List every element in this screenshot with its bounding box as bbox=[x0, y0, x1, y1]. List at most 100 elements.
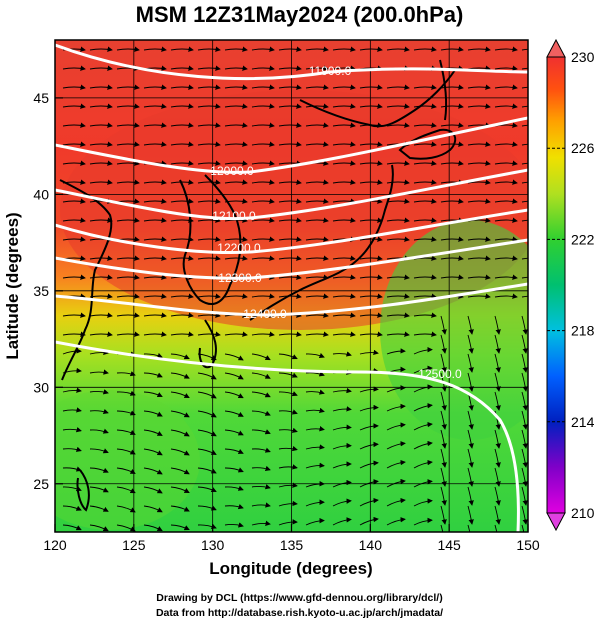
wind-arrow bbox=[89, 467, 109, 473]
wind-arrow bbox=[197, 217, 221, 223]
wind-arrow bbox=[494, 505, 501, 525]
wind-arrow bbox=[386, 459, 406, 469]
wind-arrow bbox=[143, 467, 163, 475]
wind-arrow bbox=[467, 198, 491, 204]
wind-arrow bbox=[170, 236, 194, 242]
wind-arrow bbox=[143, 372, 163, 378]
wind-arrow bbox=[440, 46, 464, 52]
wind-arrow bbox=[359, 331, 383, 337]
wind-arrow bbox=[143, 410, 163, 417]
wind-arrow bbox=[278, 391, 298, 397]
wind-arrow bbox=[494, 315, 501, 335]
wind-arrow bbox=[224, 84, 248, 90]
wind-arrow bbox=[521, 295, 528, 298]
wind-arrow bbox=[170, 293, 194, 299]
wind-arrow bbox=[116, 467, 136, 474]
wind-arrow bbox=[89, 369, 109, 375]
x-tick-label: 145 bbox=[437, 537, 461, 553]
wind-arrow bbox=[413, 384, 433, 393]
wind-arrow bbox=[467, 179, 491, 185]
wind-arrow bbox=[413, 365, 433, 374]
wind-arrow bbox=[413, 293, 437, 299]
wind-arrow bbox=[89, 524, 109, 532]
wind-arrow bbox=[521, 448, 528, 468]
wind-arrow bbox=[494, 486, 501, 506]
wind-arrow bbox=[89, 408, 109, 415]
wind-arrow bbox=[413, 198, 437, 204]
wind-arrow bbox=[305, 141, 329, 147]
wind-arrow bbox=[521, 105, 528, 108]
wind-arrow bbox=[440, 141, 464, 147]
wind-arrow bbox=[494, 46, 518, 52]
wind-arrow bbox=[116, 141, 140, 147]
contour-label: 12400.0 bbox=[243, 307, 287, 321]
wind-arrow bbox=[467, 84, 491, 90]
coast-taiwan bbox=[76, 469, 90, 512]
wind-arrow bbox=[440, 122, 464, 128]
wind-arrow bbox=[89, 448, 109, 454]
contour-label: 12200.0 bbox=[217, 241, 261, 255]
wind-arrow bbox=[359, 141, 383, 147]
wind-arrow bbox=[386, 179, 410, 185]
colorbar-bottom-arrow bbox=[546, 512, 566, 532]
wind-arrow bbox=[62, 236, 86, 242]
wind-arrow bbox=[143, 429, 163, 436]
wind-arrow bbox=[197, 331, 221, 337]
wind-arrow bbox=[251, 160, 275, 166]
wind-arrow bbox=[224, 293, 248, 299]
wind-arrow bbox=[251, 372, 271, 379]
colorbar-tick-label: 226 bbox=[571, 140, 595, 156]
wind-arrow bbox=[143, 486, 163, 494]
wind-arrow bbox=[386, 46, 410, 52]
wind-arrow bbox=[413, 479, 433, 488]
contour-line bbox=[55, 168, 528, 221]
wind-arrow bbox=[494, 448, 501, 468]
wind-arrow bbox=[170, 429, 190, 437]
wind-arrow bbox=[62, 65, 86, 71]
wind-arrow bbox=[467, 524, 471, 532]
wind-arrow bbox=[224, 504, 244, 510]
wind-arrow bbox=[359, 423, 379, 431]
wind-arrow bbox=[467, 236, 491, 242]
contour-line bbox=[55, 116, 528, 174]
wind-arrow bbox=[359, 46, 383, 52]
wind-arrow bbox=[143, 274, 167, 280]
wind-arrow bbox=[278, 353, 298, 360]
x-tick-label: 135 bbox=[280, 537, 304, 553]
wind-arrow bbox=[62, 466, 82, 472]
wind-arrow bbox=[89, 84, 113, 90]
wind-arrow bbox=[251, 103, 275, 109]
wind-arrow bbox=[521, 353, 528, 373]
wind-arrow bbox=[116, 429, 136, 435]
y-tick-label: 45 bbox=[33, 90, 49, 106]
wind-arrow bbox=[467, 160, 491, 166]
wind-arrow bbox=[116, 293, 140, 299]
wind-arrow bbox=[440, 353, 447, 373]
wind-arrow bbox=[521, 162, 528, 165]
wind-arrow bbox=[143, 391, 163, 398]
wind-arrow bbox=[413, 459, 433, 469]
wind-arrow bbox=[332, 351, 352, 357]
wind-arrow bbox=[332, 479, 352, 488]
contour-label: 12300.0 bbox=[218, 271, 262, 285]
wind-arrow bbox=[386, 478, 406, 488]
wind-arrow bbox=[251, 391, 271, 398]
wind-arrow bbox=[197, 429, 217, 437]
wind-arrow bbox=[521, 200, 528, 203]
wind-arrow bbox=[278, 84, 302, 90]
wind-arrow bbox=[170, 505, 190, 512]
wind-arrow bbox=[62, 217, 86, 223]
wind-arrow bbox=[386, 403, 406, 412]
x-axis: 120 125 130 135 140 145 150 bbox=[43, 524, 540, 553]
wind-arrow bbox=[359, 404, 379, 412]
wind-arrow bbox=[197, 122, 221, 128]
colorbar-scale bbox=[546, 56, 566, 514]
wind-arrow bbox=[197, 160, 221, 166]
wind-arrow bbox=[224, 103, 248, 109]
wind-arrow bbox=[413, 236, 437, 242]
wind-arrow bbox=[278, 464, 298, 470]
wind-arrow bbox=[116, 179, 140, 185]
y-tick-label: 35 bbox=[33, 283, 49, 299]
wind-arrow bbox=[494, 274, 518, 280]
